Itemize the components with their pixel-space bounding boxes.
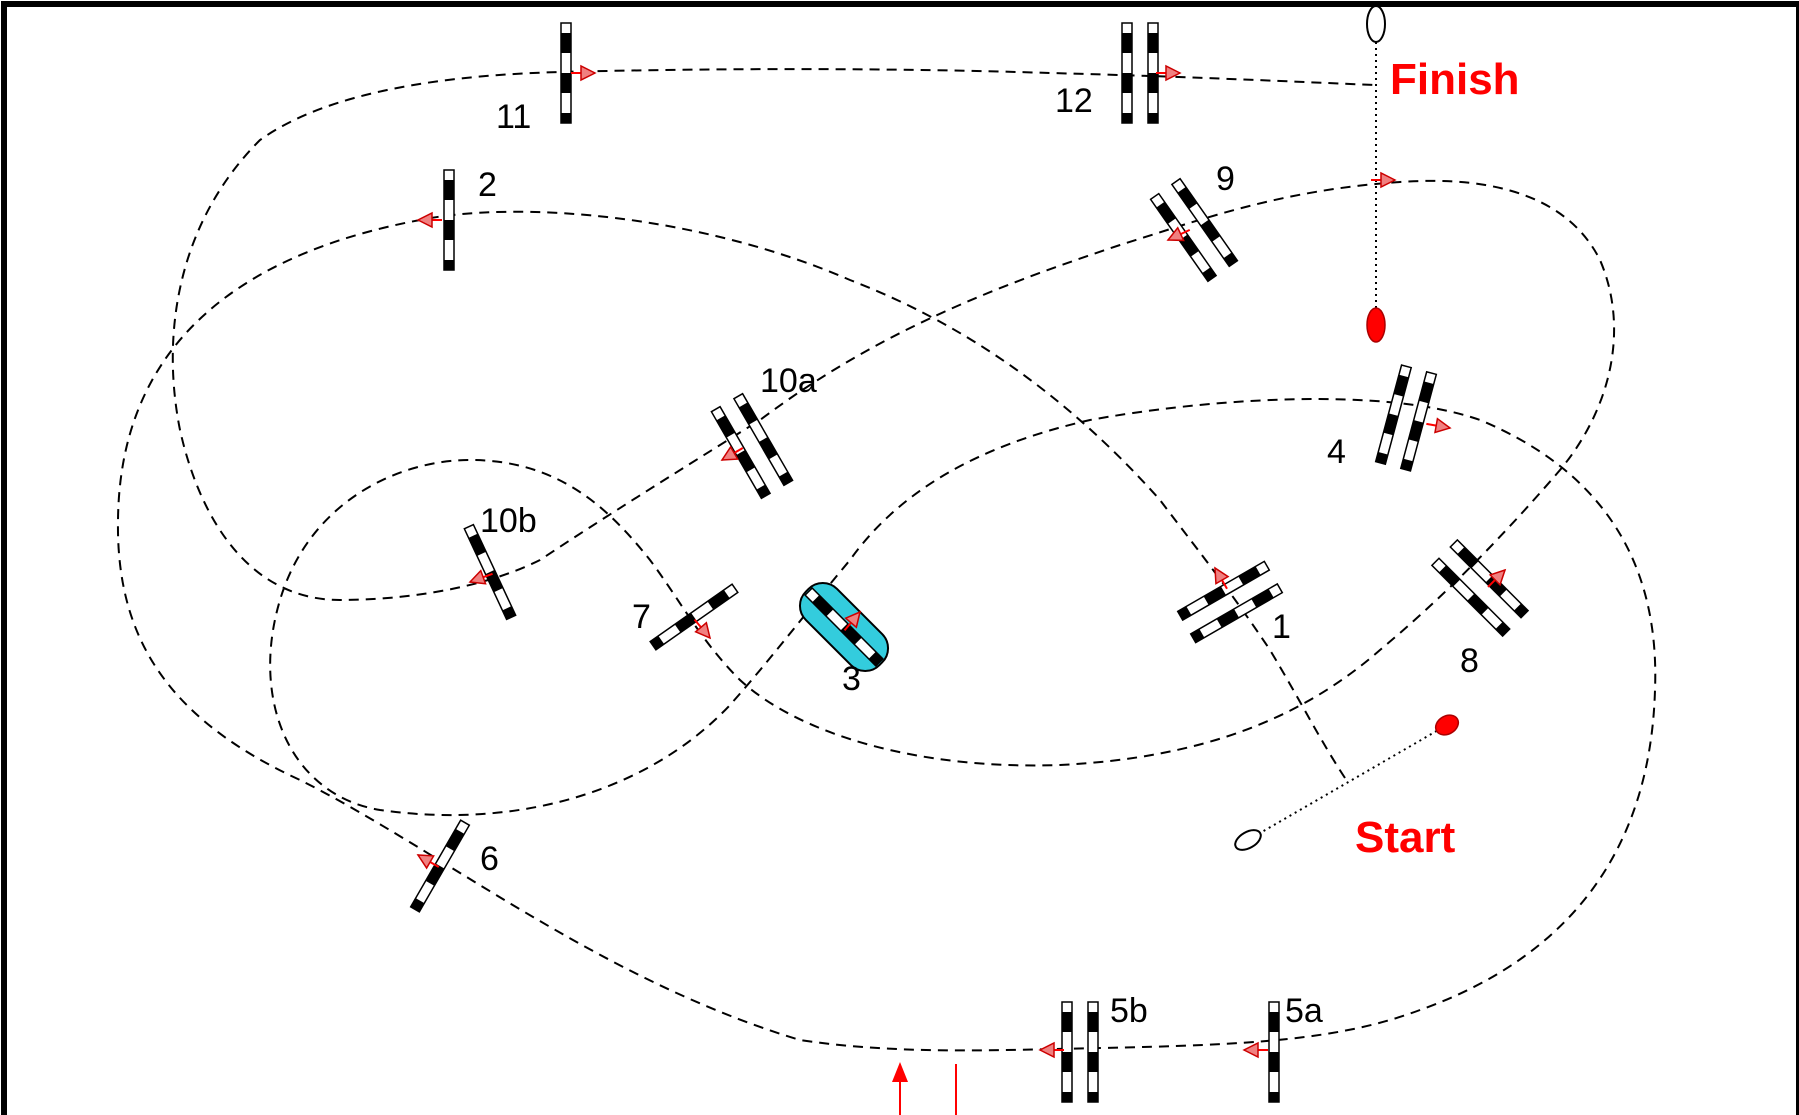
gate-2: 2 — [417, 166, 497, 271]
gate-label: 7 — [632, 598, 651, 636]
finish-buoy-red — [1366, 307, 1386, 343]
gate-5a: 5a — [1243, 992, 1323, 1103]
start-line — [1247, 724, 1448, 841]
gate-7: 7 — [632, 583, 739, 651]
gate-label: 5a — [1285, 992, 1323, 1030]
bottom-marker — [892, 1062, 957, 1115]
gate-4: 4 — [1327, 364, 1453, 472]
gate-label: 5b — [1110, 992, 1148, 1030]
gate-label: 4 — [1327, 433, 1346, 471]
gate-label: 11 — [496, 98, 531, 136]
course-path — [116, 68, 1657, 1052]
start-label: Start — [1355, 813, 1456, 862]
finish-label: Finish — [1390, 55, 1520, 104]
gate-label: 6 — [480, 840, 499, 878]
gate-label: 10a — [760, 362, 817, 400]
gate-label: 8 — [1460, 642, 1479, 680]
gate-label: 10b — [480, 502, 537, 540]
gate-label: 12 — [1055, 82, 1093, 120]
gate-6: 6 — [409, 819, 499, 913]
gate-label: 2 — [478, 166, 497, 204]
gate-8: 8 — [1431, 539, 1529, 680]
finish-buoy-white — [1366, 5, 1386, 43]
gate-10a: 10a — [710, 362, 817, 500]
start-buoy-white — [1234, 829, 1262, 851]
gate-label: 3 — [842, 660, 861, 698]
gate-12: 12 — [1055, 22, 1181, 124]
gate-11: 11 — [496, 22, 596, 136]
gate-10b: 10b — [463, 502, 537, 621]
gate-1: 1 — [1176, 560, 1291, 646]
gate-3: 3 — [798, 581, 890, 698]
start-buoy-red — [1434, 714, 1460, 736]
gate-5b: 5b — [1039, 992, 1148, 1103]
gate-label: 1 — [1272, 608, 1291, 646]
gate-9: 9 — [1149, 160, 1239, 283]
gate-label: 9 — [1216, 160, 1235, 198]
